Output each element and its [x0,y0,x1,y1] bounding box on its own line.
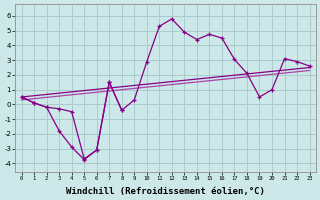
X-axis label: Windchill (Refroidissement éolien,°C): Windchill (Refroidissement éolien,°C) [66,187,265,196]
